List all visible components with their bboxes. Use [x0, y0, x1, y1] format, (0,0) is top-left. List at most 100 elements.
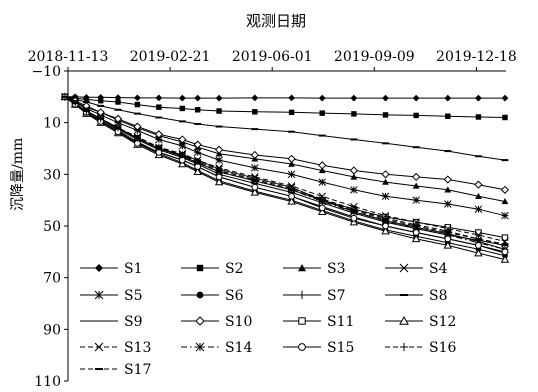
data-point-s2: [319, 110, 325, 116]
data-point-s12: [381, 226, 390, 235]
legend-marker-s10: [195, 316, 205, 326]
data-point-s5: [287, 170, 296, 179]
legend-marker-s14: [195, 342, 205, 352]
legend-marker-s11: [298, 317, 306, 325]
data-point-s5: [155, 135, 163, 144]
data-point-s11: [501, 234, 509, 241]
data-point-s10: [287, 154, 296, 163]
data-point-s2: [445, 113, 451, 119]
legend-marker-s12: [399, 315, 409, 325]
legend-label-s4: S4: [429, 261, 448, 277]
legend-label-s12: S12: [429, 314, 456, 330]
data-point-s2: [413, 112, 419, 119]
data-point-s13: [474, 231, 483, 239]
data-point-s5: [193, 148, 202, 157]
data-point-s2: [97, 97, 104, 104]
data-point-s16: [501, 241, 509, 249]
legend-label-s6: S6: [225, 288, 244, 304]
data-point-s12: [214, 177, 224, 186]
data-point-s1: [382, 94, 389, 102]
data-point-s2: [194, 107, 201, 113]
series-line-s7: [64, 96, 506, 246]
legend-label-s9: S9: [124, 314, 143, 330]
legend-label-s13: S13: [124, 340, 151, 356]
data-point-s12: [193, 167, 202, 175]
data-point-s12: [317, 207, 327, 216]
x-tick-label: 2019-12-18: [436, 49, 517, 65]
data-point-s3: [444, 186, 452, 193]
chart-title: 观测日期: [246, 12, 306, 30]
data-point-s12: [500, 255, 510, 263]
series-line-s8: [64, 96, 506, 161]
legend-label-s7: S7: [327, 288, 346, 304]
data-point-s1: [114, 94, 122, 102]
legend-marker-s16: [400, 343, 408, 351]
data-point-s14: [444, 231, 452, 239]
data-point-s1: [288, 94, 295, 102]
x-tick-label: 2019-06-01: [232, 49, 313, 65]
data-point-s5: [251, 164, 259, 172]
data-point-s1: [350, 94, 358, 102]
y-tick-label: 50: [43, 219, 61, 235]
data-point-s5: [412, 196, 420, 204]
data-point-s1: [97, 93, 105, 101]
data-point-s1: [475, 94, 482, 102]
data-point-s3: [412, 182, 420, 189]
data-point-s5: [178, 142, 187, 150]
data-point-s12: [474, 248, 483, 257]
y-axis-label: 沉降量/mm: [10, 138, 26, 211]
data-point-s10: [250, 150, 259, 160]
data-point-s15: [444, 235, 452, 243]
data-point-s12: [178, 159, 187, 168]
data-point-s5: [444, 200, 452, 208]
data-point-s3: [318, 167, 326, 174]
data-point-s1: [155, 94, 163, 102]
data-point-s15: [382, 222, 389, 230]
data-point-s3: [382, 178, 389, 185]
legend-label-s3: S3: [327, 261, 346, 277]
y-tick-label: 70: [43, 271, 61, 287]
data-point-s2: [475, 114, 482, 120]
data-point-s5: [215, 156, 223, 164]
data-point-s5: [350, 186, 358, 194]
legend-marker-s13: [94, 342, 104, 352]
legend-label-s10: S10: [225, 314, 252, 330]
legend-marker-s15: [298, 343, 306, 351]
y-tick-label: 110: [34, 374, 61, 388]
data-point-s10: [214, 145, 224, 154]
data-point-s10: [349, 166, 358, 175]
data-point-s15: [501, 248, 509, 256]
data-point-s2: [134, 101, 141, 108]
data-point-s10: [113, 114, 123, 123]
legend-marker-s4: [399, 263, 409, 273]
data-point-s15: [412, 229, 420, 236]
data-point-s3: [288, 160, 295, 167]
data-point-s10: [193, 140, 202, 149]
y-tick-label: 30: [43, 167, 61, 183]
data-point-s10: [412, 172, 421, 182]
series-line-s17: [64, 96, 506, 245]
legend-label-s16: S16: [429, 340, 456, 356]
data-point-s12: [411, 234, 421, 243]
y-tick-label: −10: [31, 64, 61, 80]
data-point-s10: [381, 170, 390, 179]
data-point-s1: [412, 94, 420, 102]
data-point-s12: [443, 240, 453, 249]
data-point-s5: [381, 192, 390, 201]
data-point-s2: [351, 111, 357, 117]
data-point-s1: [178, 94, 186, 102]
data-point-s1: [318, 94, 326, 102]
data-point-s5: [501, 211, 509, 220]
series-line-s9: [64, 96, 506, 254]
data-point-s10: [443, 175, 452, 184]
data-point-s2: [252, 109, 258, 115]
x-tick-label: 2019-09-09: [334, 49, 415, 65]
data-point-s15: [288, 192, 295, 200]
x-tick-label: 2019-02-21: [130, 49, 211, 65]
data-point-s15: [350, 214, 358, 222]
series-line-s12: [64, 96, 506, 261]
data-point-s10: [474, 180, 483, 189]
data-point-s12: [250, 187, 260, 196]
y-tick-label: 10: [43, 116, 61, 132]
series-line-s1: [64, 96, 505, 99]
